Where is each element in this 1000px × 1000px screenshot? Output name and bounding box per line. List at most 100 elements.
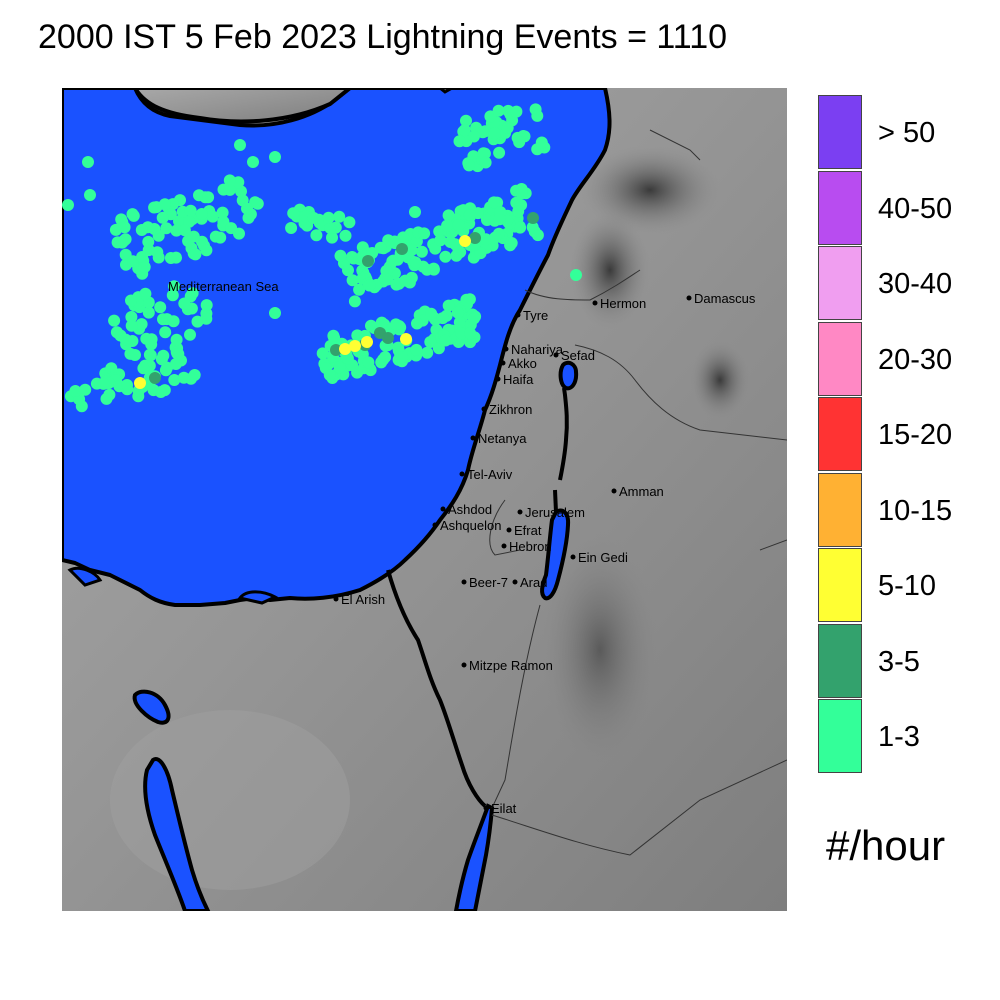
city-label: Mitzpe Ramon <box>469 658 553 673</box>
lightning-dot <box>427 263 440 276</box>
lightning-dot <box>479 156 492 169</box>
mountain-shade <box>540 530 660 770</box>
lightning-dot <box>169 358 182 370</box>
lightning-dot <box>348 295 361 308</box>
lightning-dot <box>489 231 502 244</box>
lightning-dot <box>154 301 167 314</box>
bitter-lake <box>132 689 171 725</box>
lightning-dot <box>155 353 168 366</box>
city-label: Damascus <box>694 291 756 306</box>
lightning-dot <box>184 328 196 341</box>
lightning-dot <box>143 348 156 361</box>
lightning-dot <box>172 348 185 360</box>
lightning-dot <box>148 223 161 235</box>
lightning-dot <box>156 211 169 224</box>
city-label: Arad <box>520 575 547 590</box>
city-dot <box>503 346 509 352</box>
lightning-dot <box>492 104 505 117</box>
lightning-dot <box>200 244 213 257</box>
mountain-shade <box>570 210 650 330</box>
lightning-dot <box>453 135 466 148</box>
lightning-dot <box>136 251 149 263</box>
lightning-dot <box>463 159 475 172</box>
city-dot <box>500 360 506 366</box>
lightning-dot <box>389 318 402 331</box>
lightning-dot <box>158 198 171 211</box>
turkey-coast <box>437 88 456 94</box>
lightning-dot <box>168 374 181 386</box>
lightning-dot <box>187 230 200 243</box>
lightning-dot <box>178 224 191 237</box>
lightning-dot <box>129 349 141 361</box>
lightning-dot <box>126 208 139 221</box>
lightning-dot <box>442 209 455 222</box>
lightning-dot <box>415 245 428 258</box>
city-label: Hebron <box>509 539 552 554</box>
lightning-dot <box>62 199 74 211</box>
delta-lake <box>67 566 103 587</box>
lightning-dot <box>362 255 374 267</box>
lightning-dot <box>455 327 468 340</box>
lightning-dot <box>234 139 246 151</box>
lightning-dot <box>184 204 197 217</box>
lightning-dot <box>410 343 423 356</box>
lightning-dot <box>424 336 437 348</box>
lightning-dot <box>396 351 409 364</box>
lightning-dot <box>195 208 208 220</box>
city-dot <box>481 406 487 412</box>
lightning-dot <box>200 299 213 312</box>
lightning-dot <box>121 379 133 391</box>
lightning-dot <box>333 361 346 374</box>
lightning-dot <box>108 314 121 327</box>
city-label: Beer-7 <box>469 575 508 590</box>
lightning-dot <box>363 279 376 292</box>
lightning-dot <box>138 261 151 273</box>
lightning-dot <box>223 174 236 187</box>
lightning-dot <box>135 318 148 331</box>
legend-label: 5-10 <box>878 570 937 602</box>
lightning-dot <box>134 377 146 389</box>
lightning-dot <box>333 210 346 223</box>
lightning-dot <box>353 283 366 296</box>
lightning-dot <box>399 274 412 287</box>
lightning-dot <box>527 212 539 224</box>
lightning-dot <box>225 222 238 235</box>
city-dot <box>501 543 507 549</box>
lightning-dot <box>157 313 169 326</box>
lightning-dot <box>216 206 229 219</box>
lightning-dot <box>140 332 153 345</box>
lightning-dot <box>570 269 582 281</box>
lightning-dot <box>469 232 481 244</box>
legend-swatch <box>818 95 862 169</box>
lightning-dot <box>242 211 255 224</box>
city-label: Nahariya <box>511 342 564 357</box>
sea-of-galilee <box>558 360 579 391</box>
legend-swatch <box>818 246 862 320</box>
lightning-dot <box>247 156 259 168</box>
lightning-dot <box>409 206 421 218</box>
lightning-dot <box>200 312 213 325</box>
lightning-dot <box>127 255 139 268</box>
lightning-dot <box>493 213 506 226</box>
lightning-dot <box>188 369 201 381</box>
lightning-dots <box>62 103 582 413</box>
lightning-dot <box>316 347 329 360</box>
lightning-dot <box>323 369 336 381</box>
lightning-dot <box>464 327 477 340</box>
city-label: Ashdod <box>448 502 492 517</box>
city-label: Jerusalem <box>525 505 585 520</box>
lightning-dot <box>476 126 489 139</box>
lightning-dot <box>137 362 150 375</box>
legend-swatch <box>818 699 862 773</box>
lightning-dot <box>436 312 449 325</box>
legend-label: 30-40 <box>878 268 953 300</box>
lightning-dot <box>159 364 172 377</box>
lightning-dot <box>375 316 388 329</box>
lightning-dot <box>409 256 422 269</box>
city-label: Efrat <box>514 523 542 538</box>
lightning-dot <box>97 377 110 390</box>
city-dot <box>553 352 559 358</box>
lightning-dot <box>151 246 164 259</box>
lightning-dot <box>343 216 356 229</box>
